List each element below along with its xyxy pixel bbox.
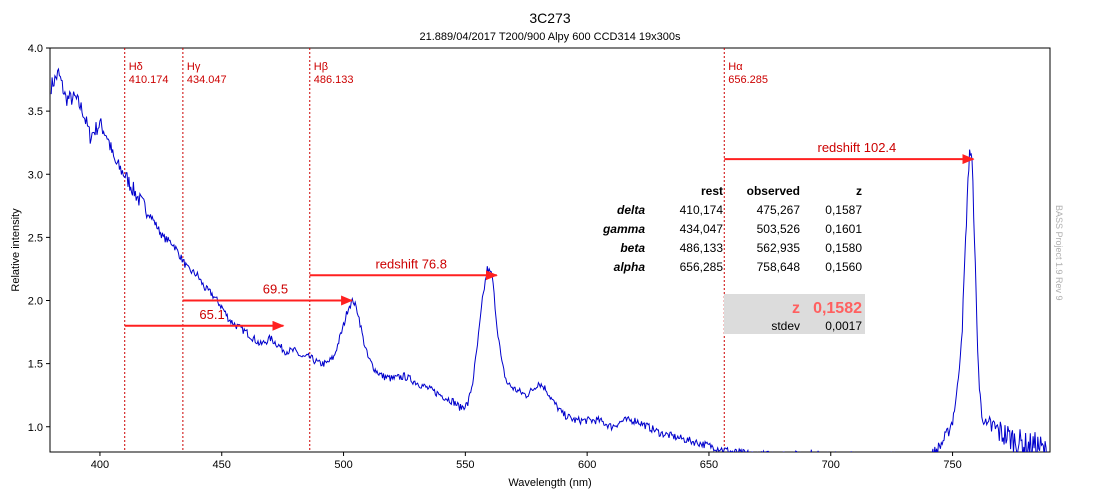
redshift-arrow-label: 69.5 xyxy=(263,282,288,297)
line-marker-name: Hγ xyxy=(187,61,201,73)
table-row-label: beta xyxy=(620,241,645,255)
table-cell: 410,174 xyxy=(680,203,724,217)
line-marker-wavelength: 410.174 xyxy=(129,74,169,86)
chart-title: 3C273 xyxy=(529,10,571,26)
z-value: 0,1582 xyxy=(813,300,862,317)
spectrum-line xyxy=(50,67,1047,452)
redshift-arrows: 65.1 69.5 redshift 76.8 redshift 102.4 xyxy=(124,140,975,331)
z-label: z xyxy=(792,300,800,317)
x-tick-label: 400 xyxy=(91,459,109,471)
chart-subtitle: 21.889/04/2017 T200/900 Alpy 600 CCD314 … xyxy=(419,31,681,43)
table-row-label: alpha xyxy=(614,260,646,274)
table-header: observed xyxy=(747,184,800,198)
x-tick-label: 450 xyxy=(213,459,231,471)
x-tick-label: 600 xyxy=(578,459,596,471)
line-marker-wavelength: 656.285 xyxy=(728,74,768,86)
table-row-label: delta xyxy=(617,203,645,217)
y-tick-label: 1.0 xyxy=(28,422,43,434)
table-header: rest xyxy=(701,184,723,198)
table-cell: 0,1580 xyxy=(825,241,862,255)
redshift-arrow-label: redshift 76.8 xyxy=(375,256,447,271)
z-summary-box xyxy=(724,294,865,334)
y-tick-label: 1.5 xyxy=(28,359,43,371)
stdev-label: stdev xyxy=(771,319,800,333)
table-cell: 0,1560 xyxy=(825,260,862,274)
x-tick-label: 500 xyxy=(334,459,352,471)
axes: 400 450 500 550 600 650 700 750 1.0 1.5 2.0 2.5 3.0 3… xyxy=(10,43,1051,489)
table-cell: 656,285 xyxy=(680,260,724,274)
y-tick-label: 4.0 xyxy=(28,43,43,55)
stdev-value: 0,0017 xyxy=(825,319,862,333)
line-marker-name: Hα xyxy=(728,61,743,73)
plot-frame xyxy=(49,47,1051,453)
y-tick-label: 3.0 xyxy=(28,169,43,181)
table-cell: 758,648 xyxy=(757,260,801,274)
table-cell: 475,267 xyxy=(757,203,801,217)
y-axis-label: Relative intensity xyxy=(10,208,22,292)
redshift-arrow-label: 65.1 xyxy=(199,307,224,322)
table-cell: 486,133 xyxy=(680,241,724,255)
redshift-arrow-label: redshift 102.4 xyxy=(818,140,897,155)
x-axis-label: Wavelength (nm) xyxy=(508,477,591,489)
table-row-label: gamma xyxy=(602,222,645,236)
table-cell: 0,1587 xyxy=(825,203,862,217)
line-marker-name: Hβ xyxy=(314,61,328,73)
y-tick-label: 3.5 xyxy=(28,106,43,118)
y-tick-label: 2.0 xyxy=(28,296,43,308)
redshift-table: rest observed z delta 410,174 475,267 0,1587 ga… xyxy=(602,184,865,334)
x-tick-label: 650 xyxy=(700,459,718,471)
x-tick-label: 700 xyxy=(822,459,840,471)
table-cell: 562,935 xyxy=(757,241,801,255)
line-marker-wavelength: 434.047 xyxy=(187,74,227,86)
y-tick-label: 2.5 xyxy=(28,232,43,244)
table-header: z xyxy=(856,184,862,198)
line-marker-name: Hδ xyxy=(129,61,143,73)
table-cell: 503,526 xyxy=(757,222,801,236)
x-tick-label: 550 xyxy=(456,459,474,471)
plot-area xyxy=(50,67,1047,452)
table-cell: 0,1601 xyxy=(825,222,862,236)
x-tick-label: 750 xyxy=(943,459,961,471)
line-marker-wavelength: 486.133 xyxy=(314,74,354,86)
table-cell: 434,047 xyxy=(680,222,724,236)
